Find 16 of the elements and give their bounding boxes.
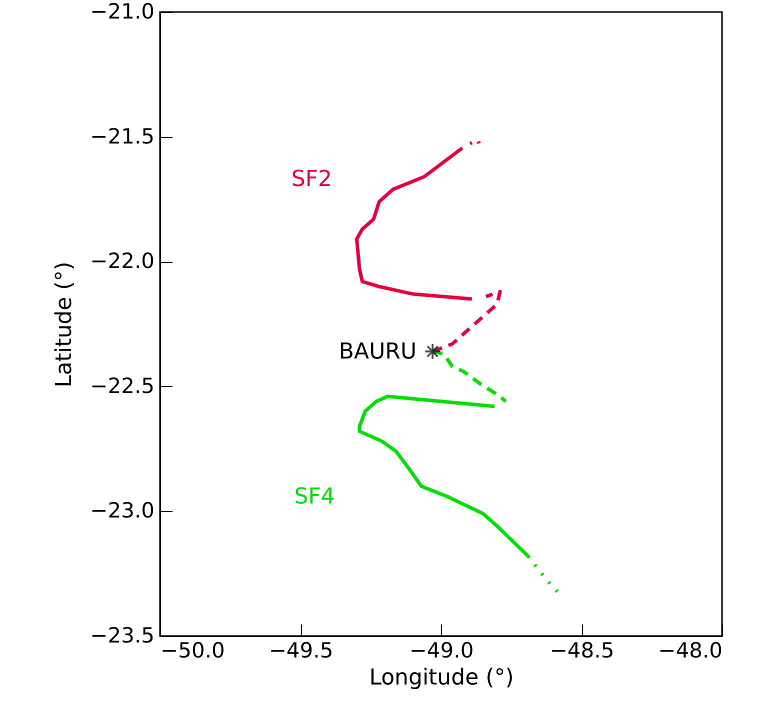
text: SF2: [291, 167, 332, 192]
x-tick-label: −48.5: [550, 638, 614, 662]
x-tick-label: −49.0: [409, 638, 474, 662]
y-tick-label: −22.5: [90, 374, 154, 398]
y-tick-label: −21.5: [90, 124, 154, 148]
x-tick-label: −50.0: [160, 638, 225, 662]
y-axis-title: Latitude (°): [52, 262, 78, 388]
x-tick-label: −48.0: [658, 638, 722, 662]
y-tick-label: −23.0: [90, 498, 154, 523]
x-tick-label: −49.5: [268, 638, 334, 662]
y-tick-label: −22.0: [90, 249, 154, 274]
text: SF4: [294, 484, 335, 510]
y-tick-label: −23.5: [90, 624, 154, 648]
series-label: BAURU: [338, 339, 417, 364]
y-tick-label: −21.0: [90, 0, 154, 24]
x-axis-title: Longitude (°): [369, 666, 514, 690]
